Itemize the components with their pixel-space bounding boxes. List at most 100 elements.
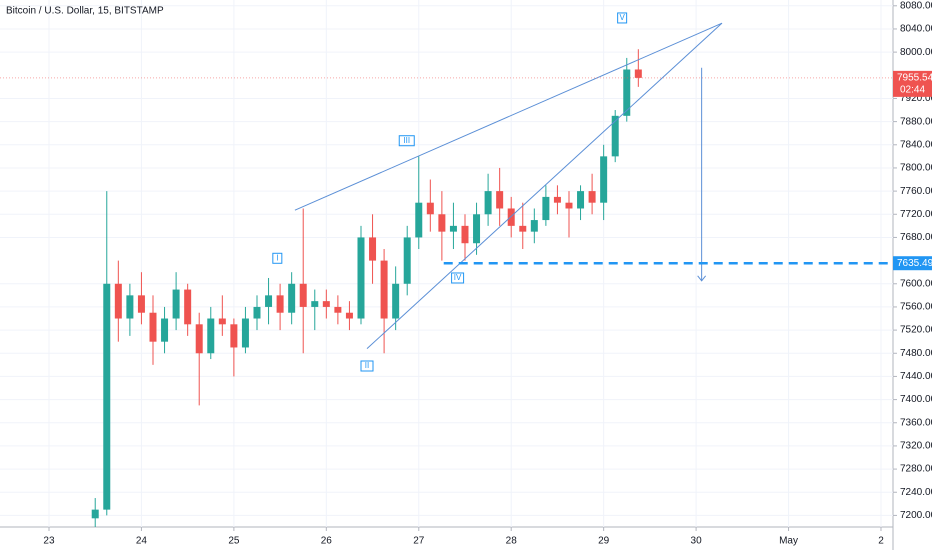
candle-body xyxy=(484,191,492,215)
candle-body xyxy=(588,191,596,203)
wave-box xyxy=(617,12,628,24)
candle-body xyxy=(161,318,169,342)
candle-body xyxy=(369,237,377,261)
y-tick-label: 7520.00 xyxy=(900,325,932,336)
x-tick-label: 23 xyxy=(43,536,55,547)
trendline xyxy=(366,22,723,349)
candle-body xyxy=(91,509,99,519)
candle-body xyxy=(565,202,573,209)
y-tick-label: 8080.00 xyxy=(900,0,932,11)
y-tick-label: 7880.00 xyxy=(900,116,932,127)
candle-body xyxy=(380,260,388,319)
candle-body xyxy=(126,295,134,319)
x-tick-label: 25 xyxy=(228,536,240,547)
candle-body xyxy=(172,289,180,319)
x-tick-label: 2 xyxy=(878,536,884,547)
candle-body xyxy=(345,312,353,319)
candle-body xyxy=(530,220,538,232)
wave-label: I xyxy=(276,253,278,262)
y-tick-label: 7280.00 xyxy=(900,464,932,475)
x-tick-label: 27 xyxy=(413,536,425,547)
candle-body xyxy=(415,202,423,238)
x-tick-label: May xyxy=(779,536,798,547)
wave-box xyxy=(398,135,415,147)
candle-body xyxy=(103,283,111,510)
y-tick-label: 7800.00 xyxy=(900,163,932,174)
y-tick-label: 7920.00 xyxy=(900,93,932,104)
candle-body xyxy=(438,214,446,232)
candle-body xyxy=(600,156,608,203)
y-tick-label: 7680.00 xyxy=(900,232,932,243)
wave-box xyxy=(272,252,283,264)
candle-body xyxy=(496,191,504,209)
candle-body xyxy=(207,318,215,354)
y-tick-label: 7440.00 xyxy=(900,371,932,382)
candle-body xyxy=(334,306,342,313)
wave-label: V xyxy=(619,13,625,22)
candle-body xyxy=(403,237,411,284)
candle-body xyxy=(218,318,226,325)
arrow-head xyxy=(697,275,707,282)
candle-body xyxy=(357,237,365,319)
y-tick-label: 7560.00 xyxy=(900,302,932,313)
y-tick-label: 7600.00 xyxy=(900,278,932,289)
candle-body xyxy=(577,191,585,209)
y-tick-label: 8040.00 xyxy=(900,24,932,35)
candle-body xyxy=(311,301,319,307)
candle-body xyxy=(195,324,203,354)
candle-body xyxy=(634,69,642,78)
candle-body xyxy=(322,301,330,307)
candle-body xyxy=(276,295,284,313)
x-tick-label: 29 xyxy=(598,536,610,547)
target-price-label: 7635.49 xyxy=(897,258,932,269)
candle-body xyxy=(265,295,273,307)
y-tick-label: 7320.00 xyxy=(900,441,932,452)
candle-body xyxy=(623,69,631,116)
candle-body xyxy=(519,225,527,232)
y-tick-label: 7240.00 xyxy=(900,487,932,498)
candle-body xyxy=(137,295,145,313)
y-tick-label: 7760.00 xyxy=(900,186,932,197)
wave-label: II xyxy=(365,361,369,370)
y-tick-label: 7360.00 xyxy=(900,417,932,428)
y-tick-label: 7720.00 xyxy=(900,209,932,220)
chart-title: Bitcoin / U.S. Dollar, 15, BITSTAMP xyxy=(6,6,164,17)
wave-label: IV xyxy=(454,273,462,282)
countdown: 02:44 xyxy=(900,85,925,96)
candle-body xyxy=(114,283,122,319)
candle-body xyxy=(611,115,619,157)
wave-box xyxy=(451,272,465,284)
y-tick-label: 7400.00 xyxy=(900,394,932,405)
candle-body xyxy=(449,225,457,232)
candle-body xyxy=(461,225,469,244)
candle-body xyxy=(473,214,481,244)
candle-body xyxy=(253,306,261,319)
wave-box xyxy=(360,360,374,372)
trendline xyxy=(294,22,723,211)
candle-body xyxy=(288,283,296,313)
last-price-box xyxy=(893,70,932,97)
x-tick-label: 26 xyxy=(321,536,333,547)
x-tick-label: 30 xyxy=(691,536,703,547)
candle-body xyxy=(426,202,434,215)
y-tick-label: 7200.00 xyxy=(900,510,932,521)
x-tick-label: 24 xyxy=(136,536,148,547)
target-price-box xyxy=(893,256,932,271)
y-tick-label: 8000.00 xyxy=(900,47,932,58)
x-tick-label: 28 xyxy=(506,536,518,547)
candle-body xyxy=(507,208,515,226)
candle-body xyxy=(241,318,249,348)
candle-body xyxy=(184,289,192,325)
candle-body xyxy=(542,196,550,221)
candle-body xyxy=(149,312,157,342)
wave-label: III xyxy=(403,136,410,145)
candle-body xyxy=(299,283,307,307)
candle-body xyxy=(230,324,238,348)
y-tick-label: 7840.00 xyxy=(900,139,932,150)
candle-body xyxy=(392,283,400,319)
last-price-label: 7955.54 xyxy=(897,73,932,84)
y-tick-label: 7480.00 xyxy=(900,348,932,359)
candle-body xyxy=(553,196,561,203)
